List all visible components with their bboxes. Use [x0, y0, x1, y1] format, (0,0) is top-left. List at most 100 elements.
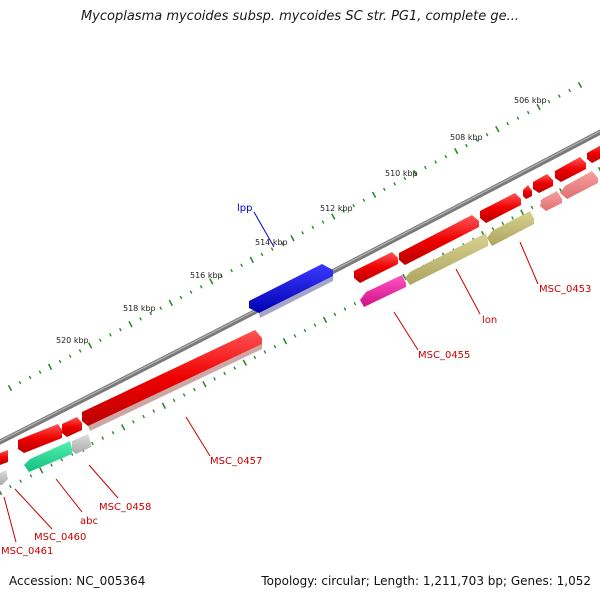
scale-label-516: 516 kbp: [190, 271, 223, 280]
outer-tick: [149, 311, 153, 316]
inner-tick: [597, 166, 600, 172]
outer-tick: [18, 380, 22, 385]
outer-tick: [179, 295, 183, 300]
gene-msc0461[interactable]: [0, 470, 8, 485]
outer-tick: [412, 169, 418, 177]
gene-feature[interactable]: [354, 252, 398, 283]
inner-tick: [120, 424, 126, 431]
gene-feature[interactable]: [560, 171, 598, 199]
inner-tick: [293, 334, 297, 338]
outer-tick: [475, 138, 479, 142]
gene-feature[interactable]: [587, 143, 600, 163]
genome-summary-text: Topology: circular; Length: 1,211,703 bp…: [261, 574, 591, 588]
gene-feature[interactable]: [523, 185, 532, 199]
gene-abc[interactable]: [72, 434, 91, 454]
inner-tick: [213, 377, 216, 381]
gene-feature[interactable]: [533, 174, 553, 193]
outer-tick: [87, 342, 93, 349]
inner-tick: [152, 409, 156, 413]
inner-tick: [19, 479, 23, 483]
map-title: Mycoplasma mycoides subsp. mycoides SC s…: [80, 9, 520, 24]
outer-tick: [118, 327, 122, 332]
gene-feature[interactable]: [0, 450, 8, 465]
gene-msc0457[interactable]: [82, 330, 262, 426]
gene-msc0455[interactable]: [360, 275, 406, 307]
inner-tick: [91, 441, 94, 446]
gene-label-msc0458[interactable]: MSC_0458: [99, 502, 151, 513]
gene-label-msc0453[interactable]: MSC_0453: [539, 284, 591, 295]
outer-tick: [403, 176, 407, 181]
gene-label-msc0455[interactable]: MSC_0455: [418, 350, 470, 361]
inner-tick: [202, 381, 207, 388]
inner-tick: [223, 371, 227, 376]
forward-genes: [0, 143, 600, 465]
outer-tick: [209, 278, 214, 285]
inner-tick: [131, 420, 135, 424]
outer-tick: [311, 225, 315, 230]
gene-msc0453[interactable]: [487, 211, 534, 246]
inner-tick: [511, 216, 514, 220]
gene-label-msc0457[interactable]: MSC_0457: [210, 456, 262, 467]
outer-tick: [536, 103, 541, 111]
inner-tick: [0, 490, 3, 496]
outer-tick: [362, 198, 366, 203]
gene-label-msc0461[interactable]: MSC_0461: [1, 546, 53, 557]
gene-feature[interactable]: [62, 417, 82, 437]
outer-tick: [423, 165, 427, 170]
outer-tick: [270, 247, 274, 251]
gene-lon[interactable]: [405, 233, 488, 285]
outer-tick: [568, 88, 572, 93]
inner-tick: [263, 350, 267, 354]
outer-tick: [331, 213, 336, 220]
inner-tick: [303, 328, 307, 333]
scale-label-518: 518 kbp: [123, 304, 156, 313]
outer-tick: [189, 290, 193, 294]
outer-tick: [516, 116, 520, 120]
inner-tick: [142, 414, 145, 419]
outer-tick: [128, 321, 133, 328]
inner-tick: [111, 430, 115, 435]
gene-labels: lpp MSC_0453 lon MSC_0455 MSC_0457 MSC_0…: [1, 203, 591, 557]
gene-msc0460[interactable]: [24, 441, 72, 472]
outer-tick: [444, 154, 448, 159]
reverse-genes: [0, 171, 598, 485]
outer-tick: [557, 94, 561, 98]
outer-tick: [139, 317, 142, 321]
outer-tick: [495, 125, 500, 133]
inner-tick: [333, 312, 337, 317]
gene-lpp[interactable]: [249, 264, 333, 313]
outer-tick: [108, 333, 112, 337]
inner-tick: [101, 436, 105, 440]
outer-tick: [393, 182, 397, 186]
inner-tick: [402, 273, 407, 281]
outer-tick: [58, 359, 62, 364]
gene-feature[interactable]: [555, 157, 586, 182]
outer-tick: [547, 99, 551, 104]
gene-feature[interactable]: [480, 193, 521, 223]
outer-tick: [7, 384, 13, 392]
inner-tick: [491, 226, 495, 231]
gene-label-lpp[interactable]: lpp: [237, 203, 252, 214]
inner-tick: [353, 301, 357, 306]
outer-tick: [249, 256, 255, 264]
outer-tick: [453, 147, 459, 155]
gene-label-lon[interactable]: lon: [482, 315, 497, 326]
inner-tick: [530, 205, 534, 210]
outer-tick: [168, 299, 174, 307]
outer-tick: [434, 160, 438, 164]
gene-feature[interactable]: [540, 191, 562, 211]
outer-tick: [47, 363, 53, 371]
outer-tick: [290, 235, 295, 242]
outer-tick-ring: [7, 81, 583, 392]
outer-tick: [526, 110, 530, 115]
gene-lon-upstream[interactable]: [399, 215, 479, 265]
gene-feature[interactable]: [18, 424, 62, 453]
inner-tick: [282, 338, 288, 345]
inner-tick: [242, 359, 248, 366]
gene-label-abc[interactable]: abc: [80, 516, 98, 527]
inner-tick: [39, 467, 44, 474]
outer-tick: [352, 203, 356, 208]
inner-tick: [60, 457, 64, 462]
gene-label-msc0460[interactable]: MSC_0460: [34, 532, 86, 543]
